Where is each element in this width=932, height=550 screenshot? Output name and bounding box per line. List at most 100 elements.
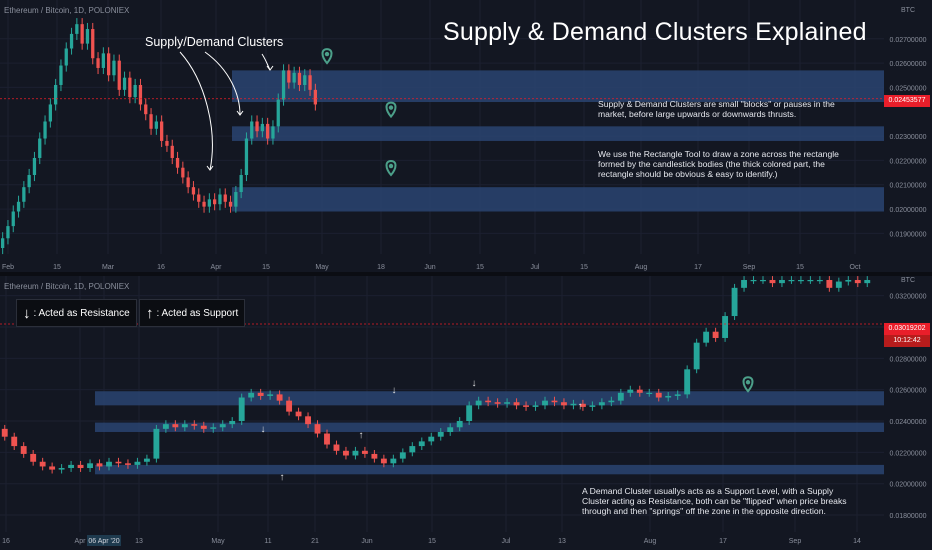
candle-body: [313, 89, 317, 105]
candle-body: [234, 192, 238, 207]
crosshair-date-label: 06 Apr '20: [88, 538, 119, 545]
map-pin-dot: [745, 380, 751, 385]
map-pin-icon: [385, 160, 397, 177]
candle-body: [68, 464, 75, 469]
candle-body: [219, 424, 226, 428]
candle-body: [703, 331, 710, 343]
price-axis-label: 0.01800000: [890, 513, 927, 520]
candle-body: [149, 114, 153, 129]
candle-body: [54, 84, 58, 105]
candle-body: [864, 280, 871, 284]
candle-body: [30, 453, 37, 462]
currency-label: BTC: [901, 277, 915, 284]
resistance-arrow-icon: ↓: [261, 424, 266, 435]
candle-body: [32, 157, 37, 176]
price-axis-label: 0.02700000: [890, 37, 927, 44]
candle-body: [826, 280, 833, 288]
candle-body: [143, 458, 150, 462]
time-axis-label: 15: [796, 264, 804, 271]
price-axis-label: 0.02600000: [890, 61, 927, 68]
candle-body: [542, 400, 548, 406]
time-axis-label: 16: [2, 538, 10, 545]
time-axis-label: 15: [428, 538, 436, 545]
bottom-chart-svg[interactable]: 0.032000000.030000000.028000000.02600000…: [0, 276, 932, 550]
time-axis-label: Sep: [743, 264, 756, 271]
top-chart-pane[interactable]: 0.02700000 0.02600000 0.02500000 0.02300000…: [0, 0, 932, 272]
price-axis-label: 0.02800000: [890, 356, 927, 363]
time-axis-label: 15: [262, 264, 270, 271]
candle-body: [22, 187, 26, 202]
candle-body: [160, 121, 164, 141]
candle-body: [267, 394, 274, 396]
candle-body: [213, 199, 217, 205]
candle-body: [390, 458, 397, 464]
candle-body: [107, 53, 111, 76]
candle-body: [170, 145, 174, 158]
candle-body: [561, 402, 567, 406]
price-axis-label: 0.02500000: [890, 85, 927, 92]
candle-body: [617, 392, 624, 401]
candle-body: [250, 121, 254, 139]
candle-body: [75, 24, 79, 34]
candle-body: [352, 450, 359, 456]
time-axis-label: 13: [558, 538, 566, 545]
price-axis-label: 0.02400000: [890, 419, 927, 426]
candle-body: [361, 450, 368, 454]
price-axis-label: 0.02000000: [890, 482, 927, 489]
zone-rectangle: [95, 464, 884, 475]
legend-support: ↑ : Acted as Support: [139, 299, 246, 327]
bottom-chart-pane[interactable]: 0.032000000.030000000.028000000.02600000…: [0, 276, 932, 550]
candle-body: [287, 70, 291, 83]
candle-body: [627, 389, 634, 393]
candle-body: [494, 402, 501, 404]
candle-body: [722, 316, 729, 338]
time-axis-label: 17: [694, 264, 702, 271]
top-chart-svg[interactable]: 0.02700000 0.02600000 0.02500000 0.02300000…: [0, 0, 932, 272]
note-clusters: Supply & Demand Clusters are small "bloc…: [598, 99, 835, 119]
time-axis-label: Jun: [424, 264, 435, 271]
candle-body: [779, 280, 785, 284]
map-pin-icon: [385, 101, 397, 119]
candle-body: [286, 400, 293, 412]
map-pin-dot: [388, 105, 394, 110]
candle-body: [175, 157, 180, 168]
candle-body: [271, 126, 275, 139]
resistance-arrow-icon: ↓: [392, 385, 397, 396]
candle-body: [324, 433, 330, 445]
candle-body: [845, 280, 852, 282]
candle-body: [229, 421, 236, 425]
map-pin-icon: [742, 376, 754, 393]
time-axis-label: 18: [377, 264, 385, 271]
arrowhead-icon: [236, 110, 244, 116]
time-axis-label: 14: [853, 538, 861, 545]
time-axis-label: May: [211, 538, 225, 545]
candle-body: [96, 463, 103, 467]
candle-body: [523, 405, 529, 407]
candle-body: [144, 104, 148, 115]
candle-body: [333, 444, 340, 451]
candle-body: [608, 400, 615, 403]
candle-body: [91, 29, 95, 59]
pane-divider[interactable]: [0, 272, 932, 276]
candle-body: [257, 392, 264, 396]
candle-body: [475, 400, 482, 406]
zone-rectangle: [95, 391, 884, 406]
candle-body: [197, 194, 201, 202]
candle-body: [191, 424, 198, 426]
time-axis-label: Aug: [635, 264, 648, 271]
candle-body: [112, 60, 116, 76]
map-pin-icon: [321, 48, 333, 65]
candle-body: [38, 138, 42, 158]
time-axis-label: Apr: [211, 264, 223, 271]
candle-body: [244, 138, 249, 176]
candle-body: [816, 280, 823, 282]
currency-label: BTC: [901, 7, 915, 14]
candle-body: [154, 121, 158, 129]
time-axis-label: 17: [719, 538, 727, 545]
candle-body: [504, 402, 511, 404]
bottom-countdown-label: 10:12:42: [884, 335, 930, 347]
candle-body: [788, 280, 795, 282]
candle-body: [295, 411, 302, 417]
candle-body: [69, 33, 74, 49]
candle-body: [646, 392, 653, 395]
